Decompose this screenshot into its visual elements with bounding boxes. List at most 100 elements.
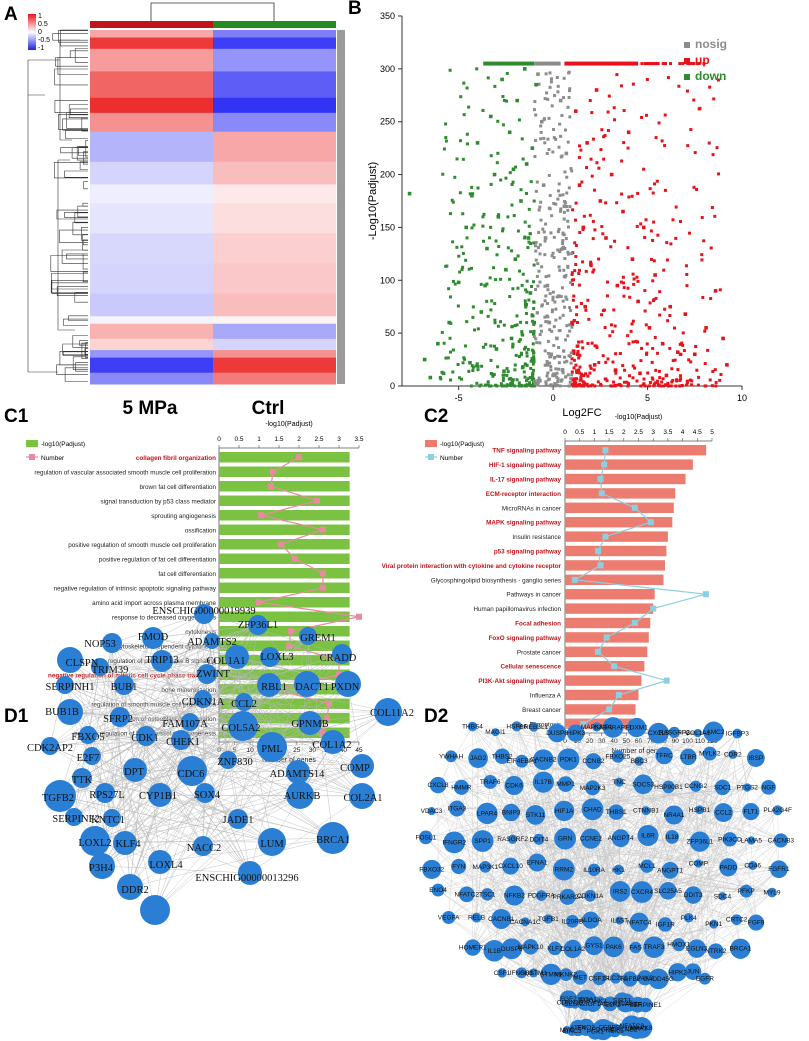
volcano-point: [553, 384, 557, 388]
node-label: CACNB1: [488, 916, 515, 923]
volcano-point: [599, 382, 603, 386]
volcano-point: [553, 94, 557, 98]
node-label: PDGFRA: [528, 893, 556, 900]
network-node: [746, 749, 765, 767]
node-label: P3H4: [89, 863, 114, 874]
network-node: [321, 730, 345, 754]
category-label: positive regulation of fat cell differen…: [99, 556, 217, 563]
volcano-point: [470, 364, 474, 368]
volcano-point: [567, 96, 571, 100]
volcano-point: [609, 323, 613, 327]
volcano-point: [666, 319, 670, 323]
network-edge: [501, 895, 542, 973]
volcano-point: [491, 374, 495, 378]
volcano-point: [582, 374, 586, 378]
volcano-point: [543, 315, 547, 319]
series-marker: [314, 497, 320, 504]
category-label: FoxO signaling pathway: [489, 635, 562, 642]
volcano-point: [537, 376, 541, 380]
network-node: [504, 775, 524, 796]
volcano-point: [542, 230, 546, 234]
bottom-tick-label: 0: [563, 738, 567, 745]
node-label: PAK6: [606, 944, 623, 951]
volcano-point: [566, 219, 570, 223]
volcano-point: [579, 375, 583, 379]
heatmap-cell: [90, 233, 213, 264]
network-node: [565, 914, 579, 928]
legend-swatch: [425, 440, 437, 447]
volcano-point: [458, 376, 462, 380]
network-edge: [613, 870, 671, 947]
volcano-point: [655, 381, 659, 385]
volcano-point: [652, 220, 656, 224]
node-label: SESN2: [564, 1001, 586, 1008]
volcano-point: [440, 330, 444, 334]
network-edge: [485, 866, 747, 892]
volcano-point: [540, 265, 544, 269]
y-tick-label: 50: [385, 328, 395, 338]
volcano-point: [525, 363, 529, 367]
panel-label-b: B: [348, 0, 362, 19]
volcano-point: [554, 202, 558, 206]
volcano-point: [460, 268, 464, 272]
volcano-point: [532, 333, 536, 337]
volcano-point: [501, 229, 505, 233]
volcano-point: [459, 139, 463, 143]
volcano-point-nosig: [545, 283, 550, 288]
volcano-point: [572, 294, 576, 298]
network-node: [630, 1017, 653, 1039]
network-node: [89, 853, 115, 879]
volcano-point: [532, 355, 536, 359]
heatmap-cell: [90, 112, 213, 133]
x-axis-title: Number of genes: [612, 748, 666, 755]
volcano-point: [620, 192, 624, 196]
network-node: [481, 888, 494, 901]
y-tick-label: 200: [380, 170, 395, 180]
node-label: STMN1: [540, 971, 562, 978]
network-edge: [472, 726, 647, 811]
volcano-point: [549, 365, 553, 369]
volcano-point: [530, 377, 534, 381]
volcano-point: [544, 275, 548, 279]
node-label: MAPK8: [631, 1025, 653, 1032]
volcano-point: [461, 265, 465, 269]
node-label: COMP: [689, 861, 709, 868]
volcano-point: [475, 67, 479, 71]
node-label: FBXO32: [419, 866, 444, 873]
network-node: [468, 748, 488, 768]
network-edge: [631, 947, 636, 1027]
volcano-point: [689, 128, 693, 132]
volcano-point: [677, 84, 681, 88]
network-node: [491, 909, 512, 929]
volcano-point: [571, 208, 575, 212]
series-marker: [602, 533, 609, 540]
bar: [219, 481, 350, 492]
volcano-point: [550, 214, 554, 218]
volcano-point: [703, 384, 707, 388]
volcano-point-up: [589, 262, 593, 267]
volcano-point: [548, 292, 552, 296]
network-node: [684, 886, 702, 904]
volcano-point: [712, 97, 716, 101]
volcano-point-nosig: [564, 151, 569, 156]
volcano-point: [668, 346, 672, 350]
network-node: [194, 604, 214, 624]
network-edge: [101, 865, 251, 874]
series-marker: [580, 720, 587, 727]
volcano-point: [523, 302, 527, 306]
network-node: [257, 673, 281, 697]
heatmap-legend-tick: 1: [38, 13, 42, 20]
volcano-point: [565, 191, 569, 195]
node-label: BRCA1: [730, 946, 752, 953]
volcano-point: [546, 339, 550, 343]
x-tick-label: -5: [455, 393, 463, 403]
volcano-point: [530, 357, 534, 361]
network-node: [502, 803, 520, 822]
volcano-point: [643, 235, 647, 239]
volcano-point: [618, 382, 622, 386]
volcano-point: [649, 229, 653, 233]
volcano-point: [668, 314, 672, 318]
network-node: [286, 760, 310, 784]
volcano-point: [511, 287, 515, 291]
network-node: [582, 911, 600, 929]
